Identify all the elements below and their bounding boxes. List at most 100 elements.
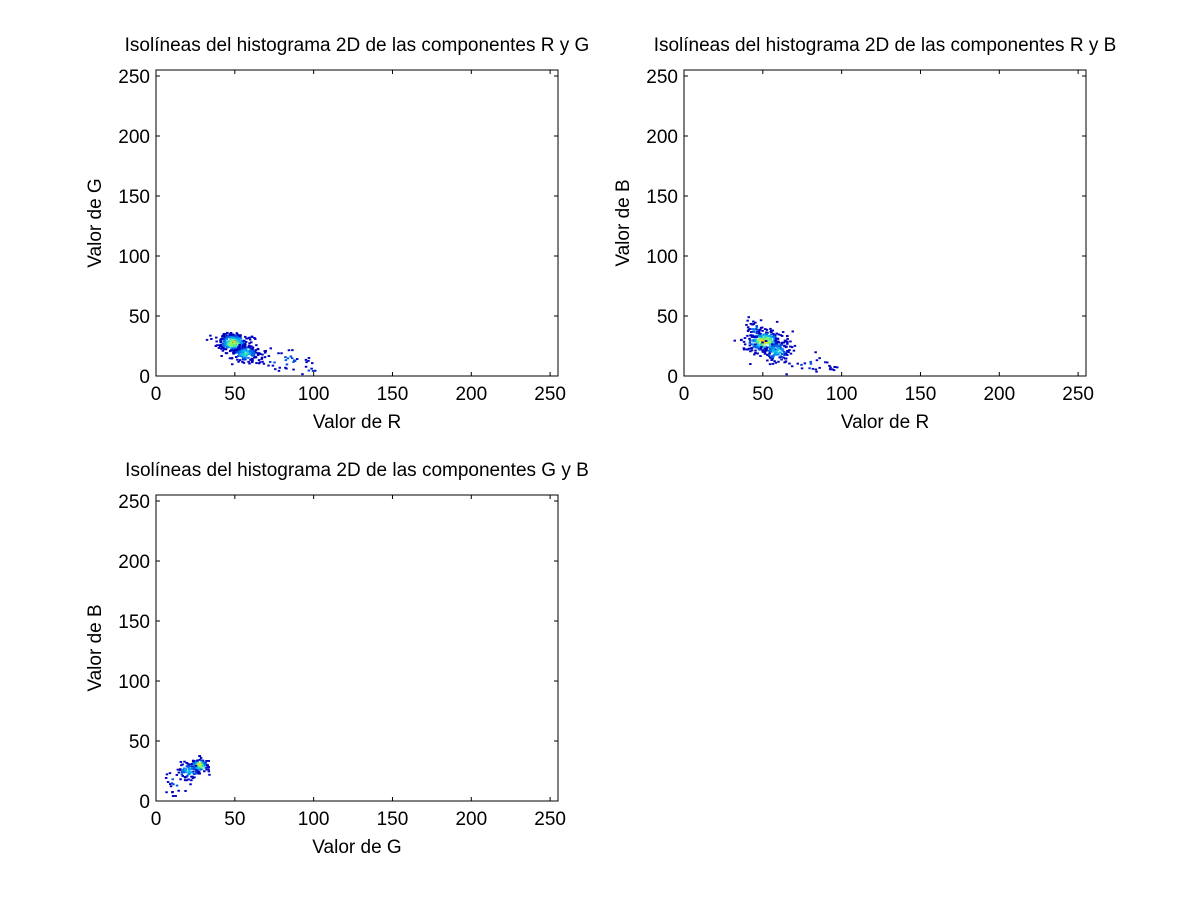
histogram-cell [757,340,760,343]
histogram-cell [238,359,242,362]
histogram-cell [248,342,251,345]
histogram-cell [247,350,251,352]
y-tick-label: 250 [118,492,150,513]
histogram-cell [307,369,311,372]
histogram-cell [198,758,202,761]
plot-area [155,494,559,802]
histogram-cell [814,368,818,371]
histogram-cell [775,351,779,354]
histogram-cell [759,343,763,346]
histogram-cell [770,355,774,358]
histogram-cell [747,347,751,350]
histogram-cell [749,334,752,337]
histogram-cell [217,347,221,349]
y-tick-label: 200 [646,127,678,148]
histogram-cell [208,773,211,776]
histogram-cell [190,779,193,782]
histogram-cell [184,768,188,771]
histogram-cell [204,766,208,769]
histogram-cell [236,334,240,337]
histogram-cell [793,344,797,347]
histogram-cell [246,349,249,352]
histogram-cell [219,343,223,346]
y-tick-label: 50 [129,307,150,328]
histogram-cell [762,345,765,348]
histogram-cell [209,334,212,337]
histogram-cell [231,334,234,336]
histogram-cell [249,358,252,361]
histogram-cell [247,344,251,347]
histogram-cell [207,768,210,771]
histogram-cell [304,365,308,368]
histogram-cell [184,790,187,792]
histogram-cell [772,347,775,350]
histogram-cell [223,340,226,343]
histogram-cell [257,362,261,365]
histogram-cell [226,335,230,338]
histogram-cell [250,349,253,352]
histogram-cell [746,319,749,322]
histogram-cell [191,762,194,765]
histogram-cells [164,755,211,798]
histogram-cell [773,349,776,352]
histogram-cell [194,772,197,775]
histogram-cell [195,767,199,770]
y-tick-label: 0 [139,367,150,388]
histogram-cell [304,358,308,361]
histogram-cell [243,355,247,358]
histogram-cell [198,765,201,767]
x-tick-label: 150 [377,809,409,830]
histogram-cell [171,778,175,781]
histogram-cell [761,338,764,341]
histogram-cell [237,346,241,349]
histogram-cell [768,349,772,352]
histogram-cell [245,354,249,357]
histogram-cell [761,339,765,342]
histogram-cell [770,356,774,359]
histogram-cell [778,356,781,359]
histogram-cell [222,343,225,346]
histogram-cell [310,367,313,370]
histogram-cell [768,356,772,359]
histogram-cell [779,334,783,337]
histogram-cell [241,348,244,351]
histogram-cell [771,357,774,360]
histogram-cell [769,337,773,340]
histogram-cell [189,768,193,771]
histogram-cell [229,344,232,347]
histogram-cell [222,346,225,349]
histogram-cell [221,346,224,349]
histogram-cell [210,338,213,340]
histogram-cell [215,340,218,343]
histogram-cell [777,351,780,354]
histogram-cell [755,325,758,327]
histogram-cell [771,350,775,353]
x-tick-label: 200 [455,809,487,830]
histogram-cell [770,346,773,349]
histogram-cell [233,349,237,352]
histogram-cell [247,360,250,363]
histogram-cell [751,334,755,337]
histogram-cell [809,360,813,363]
histogram-cell [240,353,244,356]
histogram-cell [748,341,752,344]
histogram-cell [242,339,246,342]
histogram-cell [203,763,207,766]
histogram-cell [192,768,196,771]
histogram-cell [267,355,271,358]
histogram-cell [244,343,247,346]
histogram-cell [766,331,769,334]
histogram-cell [253,356,256,359]
histogram-cell [225,336,228,339]
histogram-cell [780,358,783,361]
histogram-cell [171,791,174,794]
histogram-cell [185,761,188,764]
histogram-cell [776,347,779,350]
histogram-cell [239,345,243,348]
histogram-cell [170,782,174,785]
histogram-cell [225,338,229,341]
histogram-cell [763,335,767,338]
histogram-cell [203,770,206,773]
histogram-cell [176,768,180,771]
histogram-cell [187,778,190,781]
